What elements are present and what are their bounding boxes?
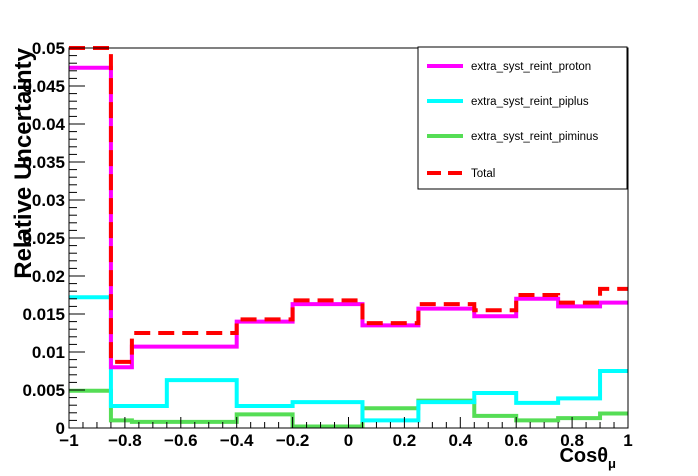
x-tick-label: 0 xyxy=(344,431,353,450)
y-tick-label: 0.005 xyxy=(22,381,65,400)
legend-label: extra_syst_reint_piminus xyxy=(471,131,598,143)
y-tick-label: 0 xyxy=(56,419,65,438)
series-line xyxy=(69,295,628,423)
x-axis-label: Cosθμ xyxy=(559,445,616,471)
y-tick-label: 0.03 xyxy=(32,191,65,210)
x-tick-label: 1 xyxy=(623,431,632,450)
x-tick-label: −0.8 xyxy=(108,431,142,450)
y-tick-label: 0.015 xyxy=(22,305,65,324)
series-line xyxy=(69,46,628,364)
x-axis-label-subscript: μ xyxy=(608,456,616,471)
y-tick-label: 0.04 xyxy=(32,115,66,134)
y-tick-label: 0.035 xyxy=(22,153,65,172)
x-tick-label: 0.6 xyxy=(504,431,528,450)
x-tick-label: −1 xyxy=(59,431,78,450)
y-tick-label: 0.01 xyxy=(32,343,65,362)
legend-label: Total xyxy=(471,168,495,180)
x-tick-label: −0.6 xyxy=(164,431,198,450)
legend: extra_syst_reint_proton extra_syst_reint_… xyxy=(417,46,628,190)
x-tick-label: 0.8 xyxy=(560,431,584,450)
y-tick-label: 0.025 xyxy=(22,229,65,248)
x-axis-label-main: Cosθ xyxy=(559,445,608,467)
y-tick-label: 0.045 xyxy=(22,77,65,96)
axis-layer: −1 −0.8 −0.6 −0.4 −0.2 0 0.2 0.4 0.6 0.8 1 0 0.005 0.… xyxy=(22,39,632,450)
x-tick-label: 0.4 xyxy=(448,431,472,450)
series-layer xyxy=(69,46,628,429)
y-axis-label: Relative Uncertainty xyxy=(10,47,37,278)
x-tick-label: −0.2 xyxy=(276,431,310,450)
x-tick-label: 0.2 xyxy=(393,431,417,450)
legend-label: extra_syst_reint_proton xyxy=(471,61,591,73)
legend-box xyxy=(417,46,628,190)
x-tick-label: −0.4 xyxy=(220,431,254,450)
y-tick-label: 0.05 xyxy=(32,39,65,58)
y-tick-label: 0.02 xyxy=(32,267,65,286)
legend-label: extra_syst_reint_piplus xyxy=(471,96,589,108)
